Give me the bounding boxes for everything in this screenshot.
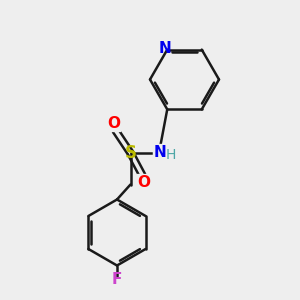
Text: N: N [154,145,166,160]
Text: N: N [158,41,171,56]
Text: S: S [124,144,136,162]
Text: O: O [107,116,121,131]
Text: H: H [165,148,176,162]
Text: F: F [112,272,122,287]
Text: O: O [137,175,151,190]
